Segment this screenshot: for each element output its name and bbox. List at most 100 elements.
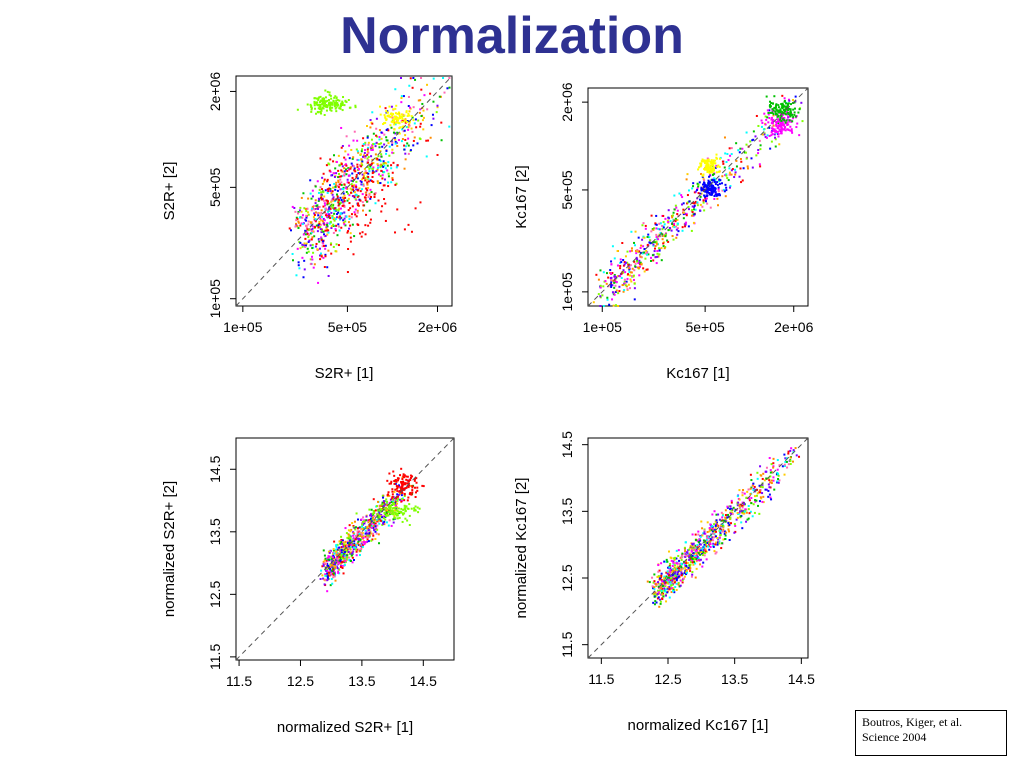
data-point — [367, 180, 370, 183]
data-point — [668, 217, 671, 220]
data-point — [409, 77, 412, 80]
data-point — [339, 555, 342, 558]
data-point — [662, 221, 665, 224]
data-point — [382, 184, 385, 187]
data-point — [664, 584, 667, 587]
data-point — [393, 115, 396, 118]
data-point — [367, 533, 370, 536]
data-point — [329, 550, 332, 553]
data-point — [335, 546, 338, 549]
data-point — [317, 191, 320, 194]
data-point — [345, 101, 348, 104]
data-point — [383, 133, 386, 136]
data-point — [673, 579, 676, 582]
data-point — [385, 136, 388, 139]
data-point — [305, 224, 308, 227]
data-point — [674, 556, 677, 559]
data-point — [383, 502, 386, 505]
data-point — [666, 587, 669, 590]
data-point — [783, 117, 786, 120]
data-point — [724, 514, 727, 517]
data-point — [355, 180, 358, 183]
data-point — [404, 119, 407, 122]
data-point — [751, 139, 754, 142]
data-point — [752, 487, 755, 490]
data-point — [339, 549, 342, 552]
data-point — [752, 482, 755, 485]
data-point — [361, 148, 364, 151]
data-point — [369, 146, 372, 149]
data-point — [326, 215, 329, 218]
data-point — [360, 534, 363, 537]
data-point — [349, 187, 352, 190]
data-point — [724, 530, 727, 533]
data-point — [783, 128, 786, 131]
data-point — [722, 538, 725, 541]
data-point — [436, 104, 439, 107]
data-point — [661, 587, 664, 590]
data-point — [710, 159, 713, 162]
data-point — [410, 507, 413, 510]
data-point — [354, 104, 357, 107]
data-point — [320, 191, 323, 194]
data-point — [704, 551, 707, 554]
data-point — [320, 103, 323, 106]
data-point — [399, 474, 402, 477]
data-point — [704, 160, 707, 163]
data-point — [774, 130, 777, 133]
data-point — [646, 580, 649, 583]
data-point — [701, 175, 704, 178]
data-point — [422, 116, 425, 119]
data-point — [630, 275, 633, 278]
data-point — [772, 466, 775, 469]
data-point — [395, 497, 398, 500]
data-point — [703, 179, 706, 182]
data-point — [390, 164, 393, 167]
data-point — [681, 229, 684, 232]
data-point — [658, 605, 661, 608]
data-point — [311, 258, 314, 261]
data-point — [772, 462, 775, 465]
data-point — [612, 304, 615, 307]
data-point — [317, 214, 320, 217]
data-point — [718, 542, 721, 545]
data-point — [335, 193, 338, 196]
data-point — [697, 185, 700, 188]
data-point — [663, 560, 666, 563]
data-point — [658, 249, 661, 252]
data-point — [333, 540, 336, 543]
data-point — [326, 200, 329, 203]
data-point — [324, 214, 327, 217]
data-point — [800, 101, 803, 104]
data-point — [397, 477, 400, 480]
data-point — [326, 203, 329, 206]
data-point — [377, 510, 380, 513]
data-point — [351, 172, 354, 175]
data-point — [330, 572, 333, 575]
data-point — [311, 236, 314, 239]
data-point — [740, 509, 743, 512]
data-point — [670, 569, 673, 572]
data-point — [662, 595, 665, 598]
data-point — [326, 90, 329, 93]
data-point — [415, 481, 418, 484]
data-point — [381, 177, 384, 180]
data-point — [694, 208, 697, 211]
data-point — [733, 523, 736, 526]
data-point — [673, 558, 676, 561]
data-point — [419, 99, 422, 102]
data-point — [304, 237, 307, 240]
data-point — [779, 116, 782, 119]
data-point — [373, 193, 376, 196]
data-point — [328, 571, 331, 574]
data-point — [319, 110, 322, 113]
data-point — [354, 528, 357, 531]
data-point — [768, 479, 771, 482]
data-point — [362, 204, 365, 207]
data-point — [685, 573, 688, 576]
data-point — [750, 157, 753, 160]
data-point — [413, 509, 416, 512]
data-point — [387, 175, 390, 178]
data-point — [665, 560, 668, 563]
data-point — [350, 552, 353, 555]
